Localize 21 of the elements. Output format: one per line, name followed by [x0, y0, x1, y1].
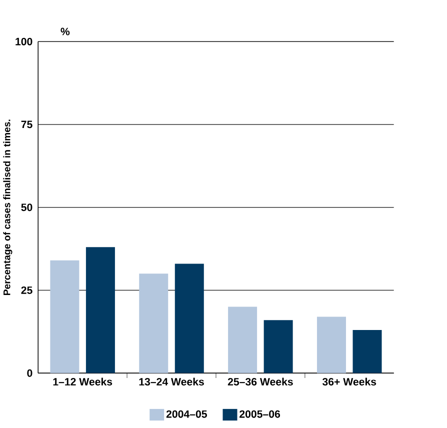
bar — [50, 260, 80, 374]
bar — [264, 320, 293, 374]
legend-label: 2004–05 — [166, 410, 207, 418]
bar — [352, 330, 382, 374]
x-tick-label: 13–24 Weeks — [139, 378, 204, 386]
y-tick-label: 100 — [16, 38, 32, 46]
y-tick-label: 25 — [21, 286, 32, 294]
x-tick-label: 36+ Weeks — [322, 378, 376, 386]
bar — [139, 274, 168, 374]
text: % — [60, 28, 70, 36]
bar — [86, 247, 115, 374]
y-axis-title: Percentage of cases finalised in times. — [3, 120, 12, 295]
bar — [228, 306, 258, 374]
x-tick-label: 1–12 Weeks — [53, 378, 112, 386]
bar — [316, 316, 346, 374]
y-tick-label: 50 — [21, 203, 32, 211]
x-tick-label: 25–36 Weeks — [228, 378, 293, 386]
bar — [174, 264, 204, 374]
y-tick-label: 0 — [27, 369, 32, 377]
legend-label: 2005–06 — [240, 410, 280, 418]
y-tick-label: 75 — [21, 120, 32, 128]
